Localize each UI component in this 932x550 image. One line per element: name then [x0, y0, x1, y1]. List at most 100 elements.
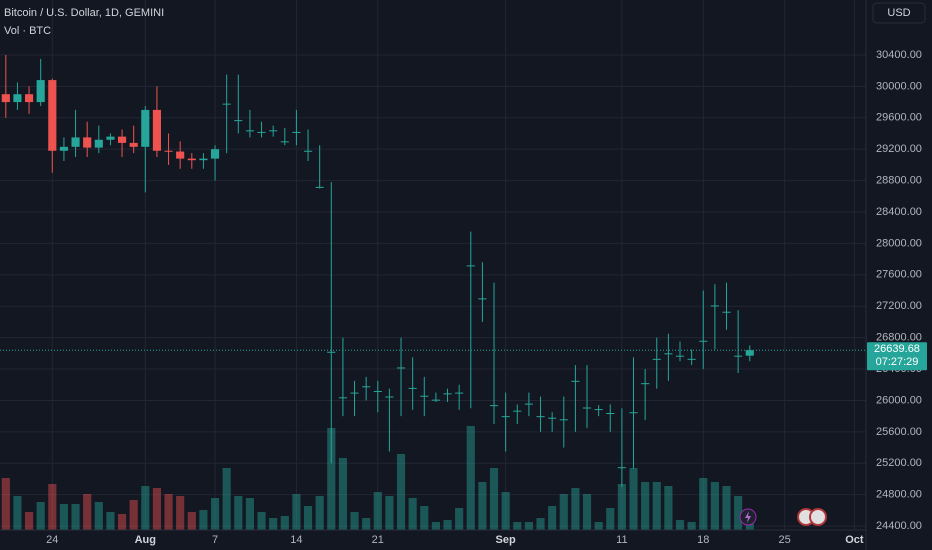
- candle-body: [478, 298, 487, 300]
- volume-bar: [187, 512, 196, 530]
- volume-bar: [396, 454, 406, 530]
- candle-body: [327, 351, 336, 353]
- candle-body: [292, 131, 301, 133]
- last-price-box: [867, 342, 927, 371]
- candle-body: [513, 410, 522, 412]
- y-tick-label: 24800.00: [876, 489, 922, 501]
- volume-bar: [164, 494, 173, 530]
- candle-body: [606, 413, 615, 415]
- x-tick-label: 14: [290, 534, 302, 546]
- volume-bar: [652, 482, 661, 530]
- y-tick-label: 29200.00: [876, 143, 922, 155]
- volume-bar: [24, 512, 34, 530]
- candle-body: [641, 383, 650, 385]
- volume-bar: [443, 520, 452, 530]
- volume-bar: [48, 484, 57, 530]
- volume-bar: [513, 522, 522, 530]
- chart-title: Bitcoin / U.S. Dollar, 1D, GEMINI: [4, 7, 164, 19]
- candle-body: [559, 419, 568, 421]
- x-tick-label: 25: [779, 534, 791, 546]
- y-tick-label: 27600.00: [876, 269, 922, 281]
- volume-bar: [699, 478, 708, 530]
- volume-bar: [1, 478, 10, 530]
- grid: [0, 0, 866, 530]
- candle-body: [571, 380, 580, 382]
- candle-body: [1, 94, 10, 103]
- volume-bar: [734, 496, 743, 530]
- volume-bar: [431, 522, 440, 530]
- y-tick-label: 25200.00: [876, 457, 922, 469]
- y-tick-label: 25600.00: [876, 426, 922, 438]
- x-tick-label: 11: [616, 534, 627, 546]
- volume-bar: [606, 508, 615, 530]
- candle-body: [524, 403, 533, 405]
- volume-bar: [280, 516, 289, 530]
- candle-body: [466, 265, 475, 267]
- candle-body: [548, 417, 557, 419]
- last-price-label: 26639.68: [874, 343, 920, 355]
- volume-bar: [362, 518, 371, 530]
- candle-body: [257, 131, 266, 133]
- volume-bar: [292, 494, 301, 530]
- candle-body: [362, 386, 371, 388]
- volume-bar: [675, 520, 685, 530]
- candle-body: [664, 353, 673, 355]
- candle-body: [385, 396, 394, 398]
- candle-body: [152, 109, 161, 151]
- volume-bar: [13, 496, 22, 530]
- currency-button[interactable]: [872, 2, 926, 24]
- y-tick-label: 24400.00: [876, 520, 922, 532]
- volume-bar: [408, 498, 417, 530]
- candle-body: [687, 358, 696, 360]
- candle-body: [187, 158, 196, 161]
- volume-bar: [745, 522, 754, 530]
- volume-bar: [234, 496, 243, 530]
- y-tick-label: 29600.00: [876, 112, 922, 124]
- candle-body: [710, 305, 719, 307]
- volume-bar: [176, 496, 185, 530]
- candle-body: [582, 407, 592, 409]
- volume-bar: [222, 468, 231, 530]
- candle-body: [745, 350, 754, 356]
- x-tick-label: Oct: [845, 534, 864, 546]
- candle-body: [83, 137, 92, 148]
- volume-bar: [315, 496, 324, 530]
- candle-layer: [1, 54, 754, 487]
- volume-bar: [710, 482, 719, 530]
- volume-bar: [489, 468, 499, 530]
- candle-body: [13, 94, 22, 103]
- countdown-label: 07:27:29: [876, 356, 919, 368]
- volume-bar: [245, 498, 254, 530]
- candle-body: [129, 142, 138, 147]
- volume-bar: [373, 492, 382, 530]
- event-flag-icon[interactable]: [809, 508, 827, 526]
- y-tick-label: 27200.00: [876, 300, 922, 312]
- x-tick-label: 24: [46, 534, 58, 546]
- candle-body: [408, 387, 417, 389]
- volume-bar: [71, 504, 80, 530]
- candle-body: [303, 150, 313, 152]
- candle-body: [734, 355, 743, 357]
- volume-bar: [106, 512, 115, 530]
- candle-body: [222, 103, 231, 105]
- volume-bar: [455, 508, 464, 530]
- candle-body: [176, 151, 185, 159]
- volume-bar: [338, 458, 347, 530]
- candle-body: [350, 392, 359, 394]
- volume-bar: [687, 522, 696, 530]
- volume-bar: [501, 492, 510, 530]
- candle-body: [48, 80, 57, 151]
- candle-body: [338, 397, 347, 399]
- candle-body: [315, 186, 324, 188]
- volume-bar: [210, 498, 220, 530]
- candle-body: [373, 391, 382, 393]
- candle-body: [594, 409, 603, 411]
- volume-bar: [350, 512, 359, 530]
- candle-body: [420, 395, 429, 397]
- candle-body: [141, 109, 150, 147]
- x-tick-label: Sep: [496, 534, 516, 546]
- volume-bar: [59, 504, 69, 530]
- candle-body: [722, 311, 731, 313]
- candle-body: [396, 367, 406, 369]
